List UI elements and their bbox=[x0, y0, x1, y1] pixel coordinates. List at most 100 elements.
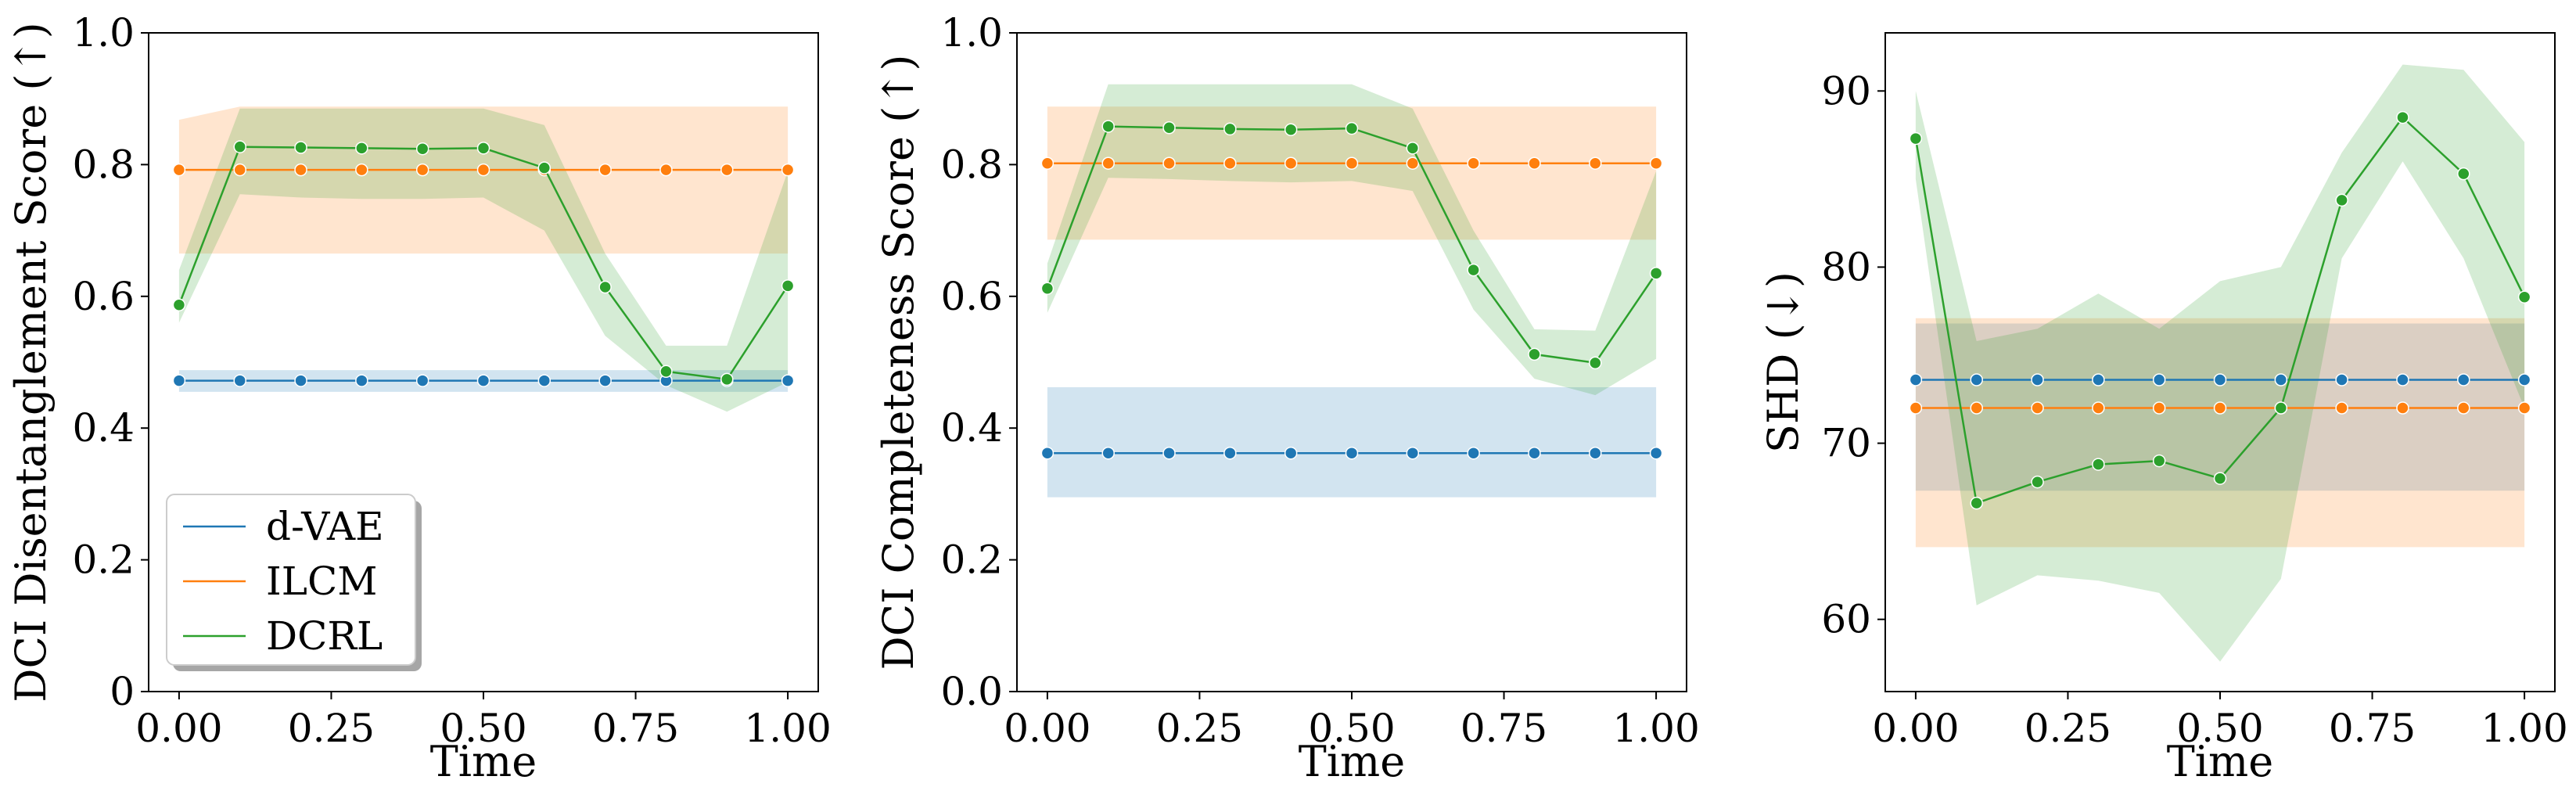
y-tick-label: 0.8 bbox=[72, 142, 135, 187]
point-ilcm-7 bbox=[2335, 401, 2348, 415]
point-ilcm-10 bbox=[1649, 156, 1663, 170]
y-tick-label: 0.6 bbox=[72, 274, 135, 319]
band-ilcm bbox=[1915, 318, 2525, 548]
y-tick-label: 0.4 bbox=[72, 405, 135, 451]
point-d-vae-7 bbox=[1467, 446, 1480, 460]
legend-label-ilcm: ILCM bbox=[266, 559, 377, 604]
point-ilcm-1 bbox=[233, 163, 246, 177]
x-tick-label: 0.75 bbox=[1460, 706, 1547, 751]
chart-panel-2: 0.00 0.25 0.50 0.75 1.00 0.0 0.2 0.4 0.6 0.8 1.0 Ti… bbox=[874, 10, 1700, 786]
x-tick-label: 0.50 bbox=[440, 706, 526, 751]
point-ilcm-2 bbox=[1162, 156, 1176, 170]
point-d-vae-5 bbox=[1345, 446, 1359, 460]
y-tick-label: 0.0 bbox=[940, 669, 1003, 714]
legend-box bbox=[166, 494, 416, 666]
x-axis-title: Time bbox=[1299, 737, 1405, 786]
point-ilcm-7 bbox=[1467, 156, 1480, 170]
y-tick-label: 1.0 bbox=[940, 10, 1003, 56]
y-tick-label: 80 bbox=[1821, 244, 1871, 289]
x-tick-label: 1.00 bbox=[744, 706, 831, 751]
point-dcrl-2 bbox=[2031, 475, 2044, 489]
point-d-vae-2 bbox=[1162, 446, 1176, 460]
point-d-vae-6 bbox=[537, 374, 551, 387]
x-axis-title: Time bbox=[430, 737, 537, 786]
point-dcrl-8 bbox=[2396, 110, 2409, 124]
point-dcrl-5 bbox=[2213, 472, 2227, 485]
y-tick-label: 0.8 bbox=[940, 142, 1003, 187]
point-d-vae-4 bbox=[1284, 446, 1298, 460]
point-dcrl-9 bbox=[720, 372, 734, 386]
point-dcrl-10 bbox=[2517, 290, 2531, 304]
point-dcrl-4 bbox=[1284, 123, 1298, 137]
point-dcrl-6 bbox=[537, 161, 551, 174]
x-axis-title: Time bbox=[2167, 737, 2273, 786]
y-tick-label: 0 bbox=[110, 669, 135, 714]
y-tick-label: 1.0 bbox=[72, 10, 135, 56]
x-tick-label: 1.00 bbox=[2481, 706, 2567, 751]
y-tick-label: 0.4 bbox=[940, 405, 1003, 451]
point-d-vae-5 bbox=[476, 374, 490, 387]
point-dcrl-8 bbox=[659, 365, 673, 379]
point-ilcm-2 bbox=[294, 163, 307, 177]
point-d-vae-3 bbox=[355, 374, 368, 387]
legend: d-VAE ILCM DCRL bbox=[166, 494, 422, 671]
band-d-vae bbox=[1047, 387, 1657, 498]
point-dcrl-0 bbox=[1040, 282, 1054, 295]
point-ilcm-1 bbox=[1970, 401, 1983, 415]
point-dcrl-6 bbox=[2274, 401, 2288, 415]
point-ilcm-8 bbox=[2396, 401, 2409, 415]
point-ilcm-10 bbox=[781, 163, 795, 177]
chart-panel-1: 0.00 0.25 0.50 0.75 1.00 0 0.2 0.4 0.6 0.8 1.0 Time… bbox=[6, 10, 832, 786]
point-d-vae-0 bbox=[1909, 373, 1923, 386]
point-dcrl-6 bbox=[1406, 142, 1420, 155]
x-tick-label: 0.00 bbox=[1004, 706, 1090, 751]
x-tick-label: 0.00 bbox=[135, 706, 222, 751]
point-d-vae-2 bbox=[2031, 373, 2044, 386]
point-dcrl-1 bbox=[1970, 496, 1983, 510]
point-ilcm-2 bbox=[2031, 401, 2044, 415]
point-dcrl-5 bbox=[476, 142, 490, 155]
point-d-vae-0 bbox=[172, 374, 186, 387]
point-dcrl-0 bbox=[1909, 131, 1923, 146]
point-dcrl-7 bbox=[1467, 263, 1480, 277]
point-ilcm-5 bbox=[2213, 401, 2227, 415]
point-d-vae-1 bbox=[1970, 373, 1983, 386]
point-dcrl-3 bbox=[1223, 122, 1237, 136]
point-d-vae-7 bbox=[598, 374, 612, 387]
chart-panel-3: 0.00 0.25 0.50 0.75 1.00 60 70 80 90 Time SHD (↓) bbox=[1759, 32, 2568, 786]
point-dcrl-2 bbox=[1162, 120, 1176, 135]
x-tick-label: 1.00 bbox=[1612, 706, 1699, 751]
x-tick-label: 0.25 bbox=[2025, 706, 2111, 751]
point-d-vae-4 bbox=[415, 374, 429, 387]
band-dcrl bbox=[1047, 84, 1657, 396]
point-dcrl-7 bbox=[598, 280, 612, 294]
point-d-vae-1 bbox=[1101, 446, 1115, 460]
point-dcrl-2 bbox=[294, 141, 307, 154]
x-tick-label: 0.50 bbox=[2176, 706, 2263, 751]
band-dcrl bbox=[178, 108, 789, 412]
x-tick-label: 0.00 bbox=[1872, 706, 1959, 751]
y-tick-label: 0.2 bbox=[72, 537, 135, 583]
point-ilcm-5 bbox=[1345, 156, 1359, 170]
point-d-vae-4 bbox=[2152, 373, 2166, 386]
point-dcrl-1 bbox=[233, 140, 246, 153]
x-tick-label: 0.25 bbox=[288, 706, 375, 751]
point-ilcm-1 bbox=[1101, 156, 1115, 170]
y-tick-label: 0.6 bbox=[940, 274, 1003, 319]
point-d-vae-8 bbox=[1528, 446, 1541, 460]
x-tick-label: 0.50 bbox=[1308, 706, 1395, 751]
y-tick-label: 0.2 bbox=[940, 537, 1003, 583]
point-dcrl-10 bbox=[781, 279, 795, 293]
point-d-vae-10 bbox=[1649, 446, 1663, 460]
point-ilcm-3 bbox=[1223, 156, 1237, 170]
point-d-vae-3 bbox=[2092, 373, 2105, 386]
point-d-vae-8 bbox=[2396, 373, 2409, 386]
legend-label-d-vae: d-VAE bbox=[266, 504, 384, 549]
point-dcrl-0 bbox=[172, 298, 186, 311]
point-dcrl-10 bbox=[1649, 267, 1663, 280]
point-ilcm-10 bbox=[2517, 401, 2531, 415]
point-ilcm-4 bbox=[415, 163, 429, 177]
point-ilcm-4 bbox=[1284, 156, 1298, 170]
x-tick-label: 0.75 bbox=[2329, 706, 2416, 751]
